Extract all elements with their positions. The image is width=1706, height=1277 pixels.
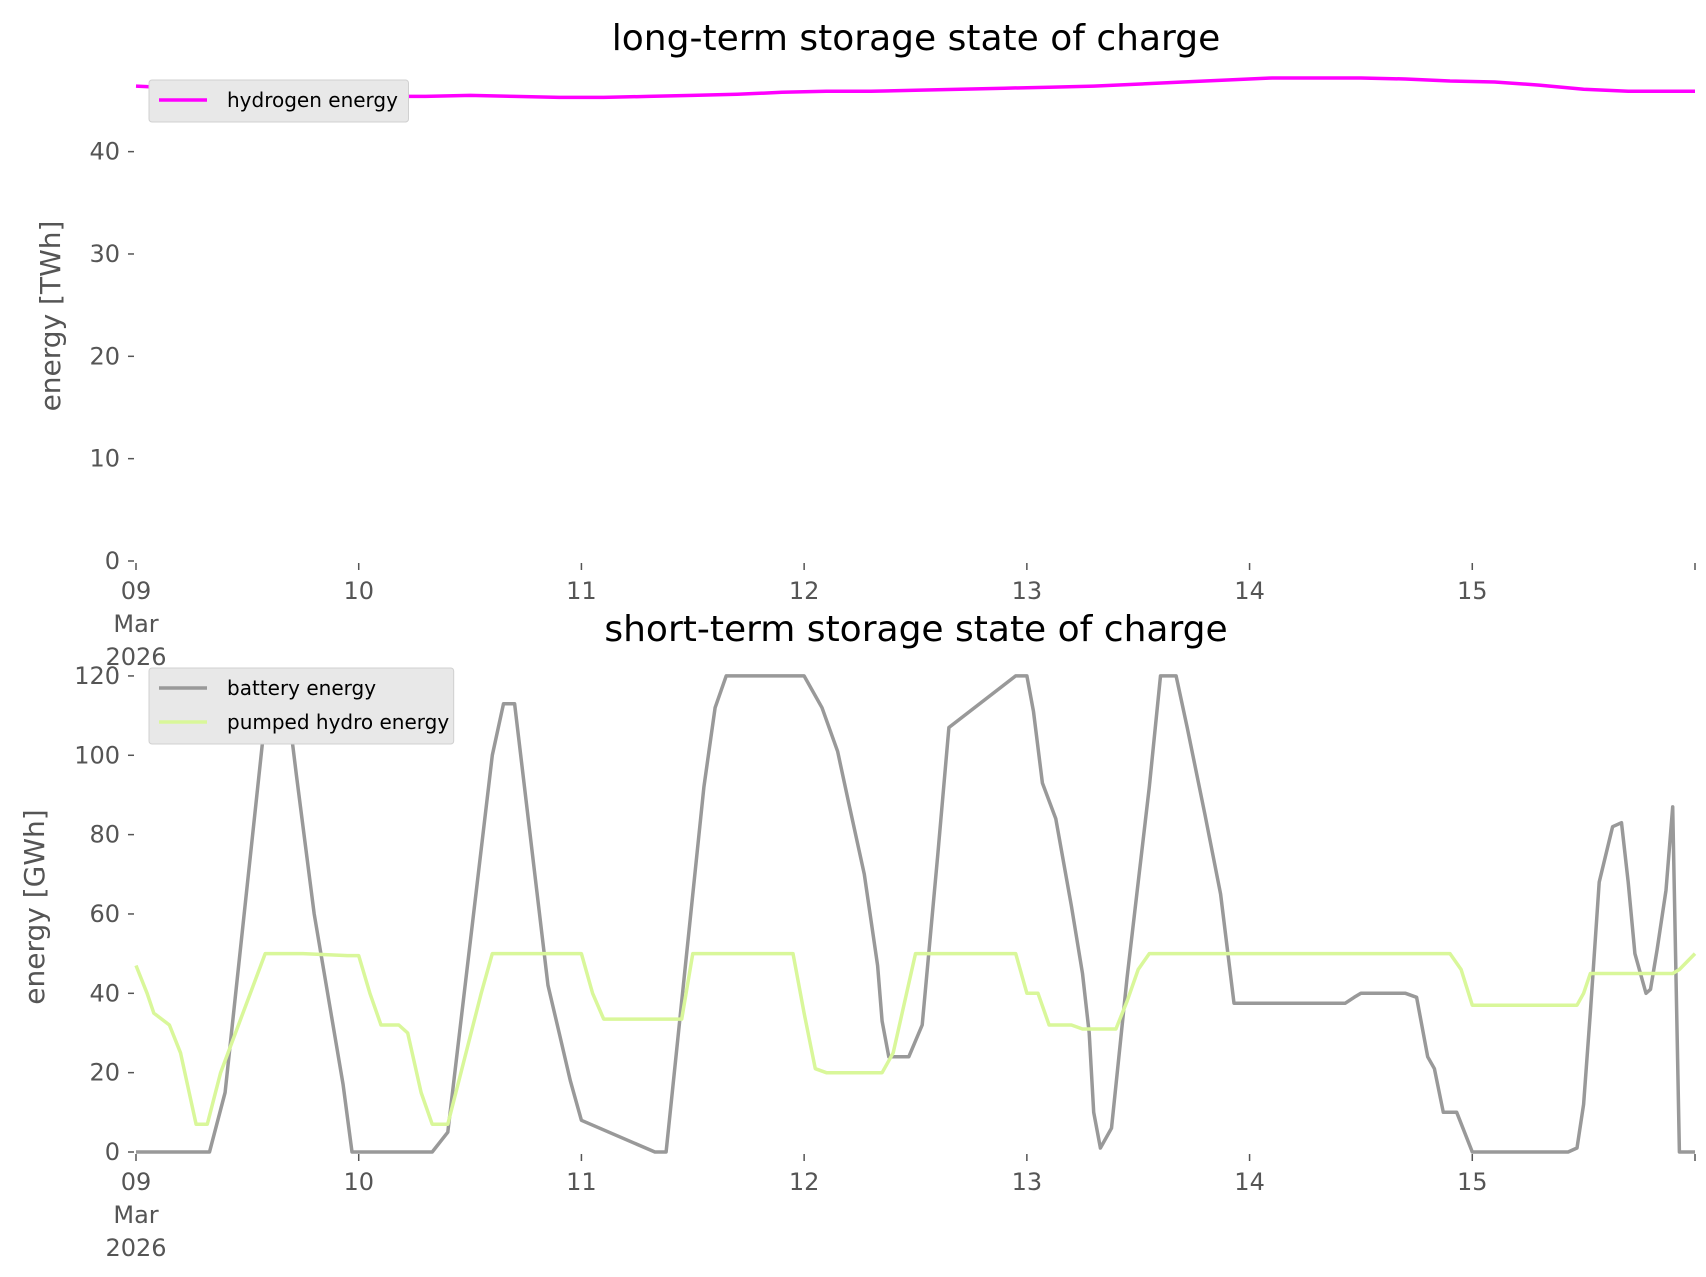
x-tick-label: 09 bbox=[121, 577, 152, 605]
x-tick-label: 11 bbox=[566, 1168, 597, 1196]
y-tick-label: 0 bbox=[105, 547, 120, 575]
legend-label: pumped hydro energy bbox=[227, 710, 449, 734]
x-tick-label: 11 bbox=[566, 577, 597, 605]
chart-title: long-term storage state of charge bbox=[612, 18, 1220, 59]
legend-label: hydrogen energy bbox=[227, 88, 398, 112]
x-tick-label: 14 bbox=[1234, 1168, 1265, 1196]
x-tick-label: 13 bbox=[1012, 1168, 1043, 1196]
x-tick-label: 10 bbox=[343, 577, 374, 605]
y-tick-label: 20 bbox=[89, 1059, 120, 1087]
y-tick-label: 20 bbox=[89, 342, 120, 370]
x-tick-label: 13 bbox=[1012, 577, 1043, 605]
axis-ticks: 0 10 20 30 40 09 Mar 2026 10 11 12 13 14 15 bbox=[89, 138, 1696, 671]
x-tick-label: 15 bbox=[1457, 1168, 1488, 1196]
legend-box bbox=[148, 667, 455, 745]
y-tick-label: 0 bbox=[105, 1138, 120, 1166]
y-tick-label: 120 bbox=[74, 662, 120, 690]
y-tick-label: 10 bbox=[89, 445, 120, 473]
x-tick-label: 12 bbox=[789, 577, 820, 605]
y-tick-label: 100 bbox=[74, 741, 120, 769]
y-tick-label: 60 bbox=[89, 900, 120, 928]
chart-title: short-term storage state of charge bbox=[604, 609, 1227, 650]
x-tick-label: 14 bbox=[1234, 577, 1265, 605]
y-tick-label: 80 bbox=[89, 821, 120, 849]
x-tick-label: 2026 bbox=[105, 643, 166, 671]
axis-ticks: 0 20 40 60 80 100 120 09 Mar 2026 10 11 12 13 14 15 bbox=[74, 662, 1696, 1262]
series-lines bbox=[134, 674, 1697, 1154]
y-axis-label: energy [GWh] bbox=[18, 809, 51, 1004]
legend-label: battery energy bbox=[227, 676, 376, 700]
x-tick-label: 09 bbox=[121, 1168, 152, 1196]
y-tick-label: 30 bbox=[89, 240, 120, 268]
short-term-storage-panel: short-term storage state of charge energ… bbox=[18, 609, 1697, 1262]
series-line bbox=[135, 76, 1695, 100]
long-term-storage-panel: long-term storage state of charge energy… bbox=[34, 18, 1696, 671]
x-tick-label: 15 bbox=[1457, 577, 1488, 605]
y-tick-label: 40 bbox=[89, 979, 120, 1007]
series-line bbox=[136, 674, 1695, 1154]
y-axis-label: energy [TWh] bbox=[34, 221, 67, 412]
x-tick-label: 2026 bbox=[105, 1234, 166, 1262]
legend: hydrogen energy bbox=[148, 79, 409, 123]
x-tick-label: 10 bbox=[343, 1168, 374, 1196]
x-tick-label: Mar bbox=[113, 1201, 158, 1229]
x-tick-label: Mar bbox=[113, 610, 158, 638]
series-line bbox=[134, 951, 1697, 1126]
legend-box bbox=[148, 79, 409, 123]
legend: battery energy pumped hydro energy bbox=[148, 667, 455, 745]
series-lines bbox=[135, 76, 1695, 100]
x-tick-label: 12 bbox=[789, 1168, 820, 1196]
y-tick-label: 40 bbox=[89, 138, 120, 166]
